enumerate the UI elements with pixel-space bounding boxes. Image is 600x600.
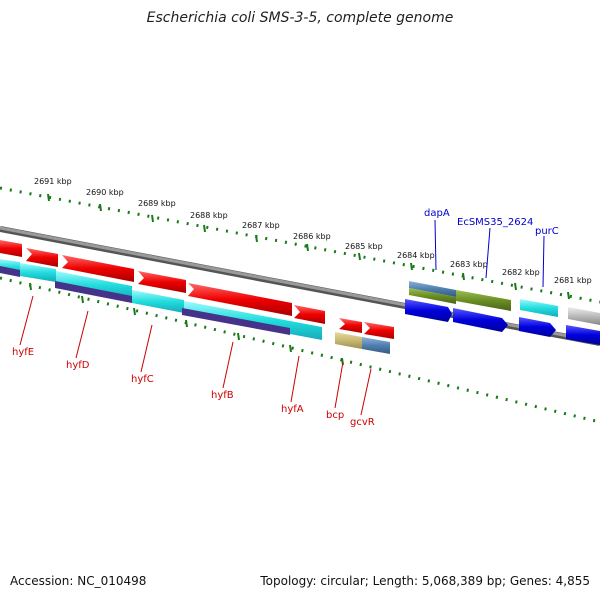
minus-leader-lines <box>19 295 372 416</box>
gene-label-hyfA: hyfA <box>281 404 304 415</box>
map-title: Escherichia coli SMS-3-5, complete genom… <box>146 10 454 26</box>
scale-label: 2684 kbp <box>397 251 435 260</box>
minus-genes-red <box>0 240 394 339</box>
outer-scale-ticks <box>0 186 600 304</box>
gene-label-purC: purC <box>535 226 559 237</box>
gene-labels: hyfE hyfD hyfC hyfB hyfA bcp gcvR dapA E… <box>12 208 559 428</box>
gene-feature <box>62 255 134 282</box>
minus-purple-bars <box>0 266 290 335</box>
gene-label-EcSMS35_2624: EcSMS35_2624 <box>457 217 533 228</box>
gene-label-hyfD: hyfD <box>66 360 90 371</box>
scale-label: 2686 kbp <box>293 232 331 241</box>
gene-label-hyfB: hyfB <box>211 390 234 401</box>
gene-label-dapA: dapA <box>424 208 450 219</box>
scale-label: 2690 kbp <box>86 188 124 197</box>
scale-label: 2688 kbp <box>190 211 228 220</box>
gene-feature <box>294 305 325 324</box>
gene-feature <box>364 322 394 339</box>
genome-summary-text: Topology: circular; Length: 5,068,389 bp… <box>260 574 590 588</box>
scale-label: 2689 kbp <box>138 199 176 208</box>
scale-label: 2691 kbp <box>34 177 72 186</box>
minus-misc-features <box>335 332 390 354</box>
gene-label-gcvR: gcvR <box>350 417 375 428</box>
gene-label-hyfC: hyfC <box>131 374 154 385</box>
inner-scale-ticks <box>0 276 600 424</box>
gene-feature <box>0 240 22 257</box>
scale-label: 2685 kbp <box>345 242 383 251</box>
gene-label-hyfE: hyfE <box>12 347 34 358</box>
gene-label-bcp: bcp <box>326 410 344 421</box>
scale-label: 2682 kbp <box>502 268 540 277</box>
accession-text: Accession: NC_010498 <box>10 574 147 588</box>
outer-major-ticks <box>47 193 570 300</box>
scale-labels: 2691 kbp 2690 kbp 2689 kbp 2688 kbp 2687… <box>34 177 592 285</box>
gene-feature <box>138 271 186 293</box>
gene-feature <box>188 283 292 316</box>
plus-features <box>405 281 600 345</box>
plus-leader-lines <box>434 219 545 288</box>
scale-label: 2683 kbp <box>450 260 488 269</box>
gene-feature <box>339 318 362 333</box>
gene-feature <box>26 248 58 267</box>
scale-label: 2681 kbp <box>554 276 592 285</box>
scale-label: 2687 kbp <box>242 221 280 230</box>
